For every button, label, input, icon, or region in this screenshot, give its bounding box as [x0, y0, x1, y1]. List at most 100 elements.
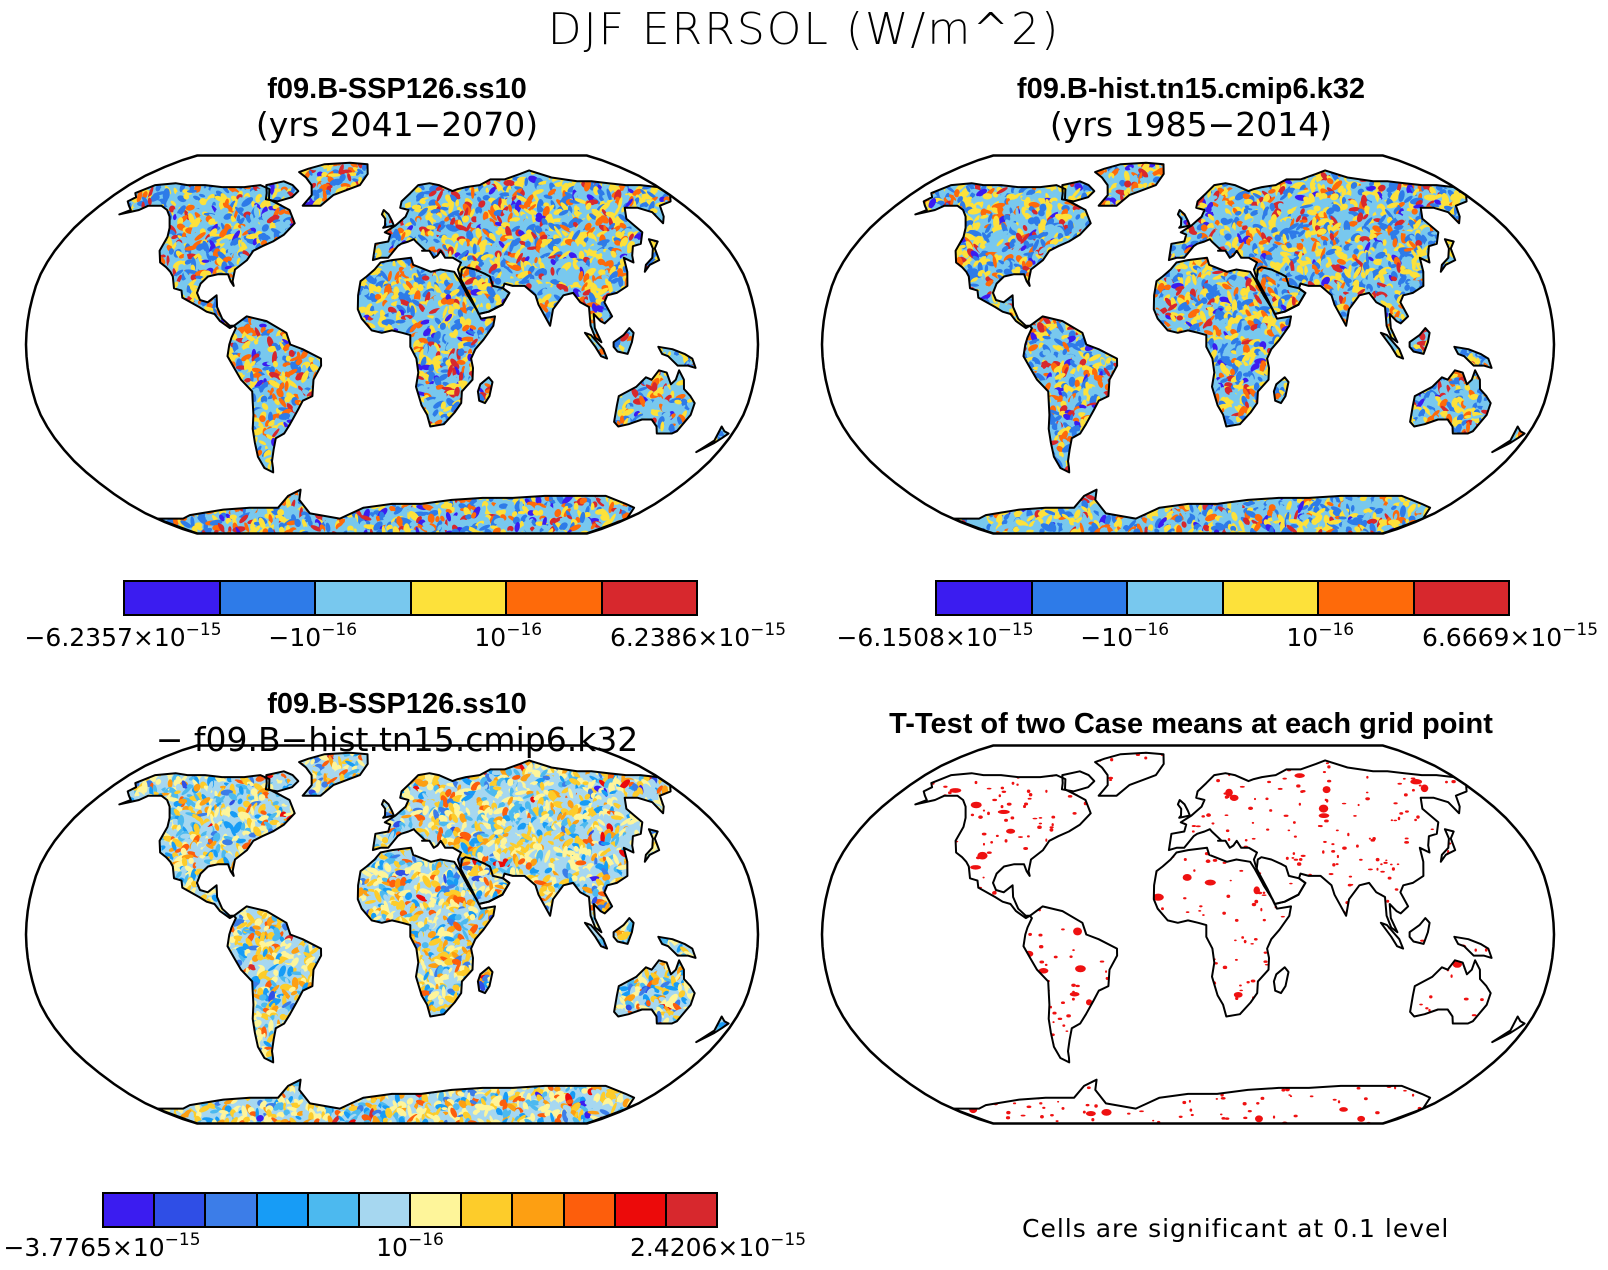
colorbar-swatch	[513, 1194, 565, 1226]
colorbar-panel-2-labels: −6.1508×10−15 −10−16 10−16 6.6669×10−15	[836, 620, 1598, 660]
map-boundary	[24, 744, 760, 1125]
coastline-australia	[1409, 959, 1492, 1025]
coastline-arabia	[459, 266, 511, 315]
colorbar-tick-label: −10−16	[1080, 620, 1169, 652]
panel-1-years: (yrs 2041−2070)	[0, 108, 794, 141]
coastline-madagascar	[476, 966, 494, 995]
coastline-baffin	[264, 770, 300, 793]
colorbar-swatch	[359, 1194, 412, 1226]
coastline-eurasia	[371, 759, 672, 934]
coastline-greenland	[298, 751, 369, 797]
coastline-greenland	[1094, 751, 1165, 797]
map-panel-1	[24, 154, 760, 535]
colorbar-swatch	[602, 582, 696, 614]
colorbar-swatch	[155, 1194, 207, 1226]
coastline-japan	[643, 828, 661, 863]
coastline-arabia	[459, 856, 511, 905]
panel-1-title: f09.B-SSP126.ss10 (yrs 2041−2070)	[0, 75, 794, 142]
colorbar-swatch	[1319, 582, 1415, 614]
coastline-northAmerica	[914, 182, 1092, 330]
coastline-sumatra	[583, 921, 609, 950]
coastline-arabia	[1255, 856, 1307, 905]
coastline-borneo	[1408, 327, 1431, 355]
colorbar-swatch	[1128, 582, 1224, 614]
map-panel-2	[820, 154, 1556, 535]
colorbar-tick-label: −10−16	[268, 620, 357, 652]
panel-3-title: f09.B-SSP126.ss10 − f09.B−hist.tn15.cmip…	[0, 690, 794, 757]
coastline-uk	[380, 209, 395, 229]
coastline-madagascar	[476, 376, 494, 405]
panel-3-difference-label: − f09.B−hist.tn15.cmip6.k32	[0, 723, 794, 756]
coastline-antarctica	[156, 1078, 636, 1125]
significance-note: Cells are significant at 0.1 level	[1022, 1214, 1449, 1243]
coastline-africa	[1152, 846, 1292, 1018]
colorbar-tick-label: 10−16	[376, 1230, 444, 1262]
colorbar-tick-label: 10−16	[1286, 620, 1354, 652]
coastline-africa	[356, 256, 496, 428]
coastline-africa	[356, 846, 496, 1018]
coastline-southAmerica	[226, 905, 323, 1064]
coastline-northAmerica	[118, 182, 296, 330]
coastline-southAmerica	[1022, 905, 1119, 1064]
coastline-japan	[1439, 238, 1457, 273]
coastline-newZealand	[695, 1015, 730, 1044]
colorbar-panel-3-labels: −3.7765×10−15 10−16 2.4206×10−15	[3, 1230, 806, 1270]
colorbar-swatch	[1223, 582, 1319, 614]
coastline-sumatra	[583, 331, 609, 360]
colorbar-swatch	[1032, 582, 1128, 614]
coastline-australia	[1409, 369, 1492, 435]
colorbar-swatch	[411, 1194, 463, 1226]
coastline-borneo	[612, 327, 635, 355]
coastline-antarctica	[952, 488, 1432, 535]
colorbar-tick-label: −6.1508×10−15	[836, 620, 1033, 652]
coastline-northAmerica	[914, 772, 1092, 920]
colorbar-tick-label: 6.2386×10−15	[610, 620, 786, 652]
coastline-madagascar	[1272, 376, 1290, 405]
colorbar-swatch	[462, 1194, 514, 1226]
coastline-newGuinea	[1453, 345, 1493, 369]
coastline-eurasia	[1167, 169, 1468, 344]
coastline-borneo	[612, 917, 635, 945]
coastline-eurasia	[1167, 759, 1468, 934]
figure-title: DJF ERRSOL (W/m^2)	[0, 4, 1608, 55]
coastline-africa	[1152, 256, 1292, 428]
panel-3-case-name: f09.B-SSP126.ss10	[0, 690, 794, 719]
coastline-greenland	[298, 161, 369, 207]
coastline-antarctica	[156, 488, 636, 535]
coastline-newZealand	[1491, 425, 1526, 454]
colorbar-swatch	[411, 582, 507, 614]
coastline-baffin	[264, 180, 300, 203]
coastline-southAmerica	[1022, 315, 1119, 474]
coastline-japan	[1439, 828, 1457, 863]
coastline-sumatra	[1379, 331, 1405, 360]
coastline-borneo	[1408, 917, 1431, 945]
map-boundary	[820, 154, 1556, 535]
colorbar-tick-label: −6.2357×10−15	[24, 620, 221, 652]
map-panel-3	[24, 744, 760, 1125]
coastline-newGuinea	[657, 935, 697, 959]
colorbar-swatch	[308, 1194, 360, 1226]
coastline-southAmerica	[226, 315, 323, 474]
colorbar-tick-label: 2.4206×10−15	[630, 1230, 806, 1262]
coastline-uk	[1176, 799, 1191, 819]
colorbar-panel-1	[123, 580, 698, 616]
colorbar-swatch	[937, 582, 1033, 614]
coastline-uk	[380, 799, 395, 819]
colorbar-swatch	[125, 582, 221, 614]
coastline-australia	[613, 959, 696, 1025]
coastline-antarctica	[952, 1078, 1432, 1125]
panel-2-case-name: f09.B-hist.tn15.cmip6.k32	[794, 75, 1588, 104]
colorbar-tick-label: −3.7765×10−15	[3, 1230, 200, 1262]
coastline-eurasia	[371, 169, 672, 344]
coastline-madagascar	[1272, 966, 1290, 995]
colorbar-panel-3	[102, 1192, 718, 1228]
coastline-baffin	[1060, 180, 1096, 203]
colorbar-swatch	[666, 1194, 717, 1226]
panel-1-case-name: f09.B-SSP126.ss10	[0, 75, 794, 104]
coastline-greenland	[1094, 161, 1165, 207]
panel-4-ttest-label: T-Test of two Case means at each grid po…	[794, 710, 1588, 739]
coastline-baffin	[1060, 770, 1096, 793]
land-field	[915, 752, 1525, 1124]
coastline-japan	[643, 238, 661, 273]
colorbar-swatch	[257, 1194, 309, 1226]
